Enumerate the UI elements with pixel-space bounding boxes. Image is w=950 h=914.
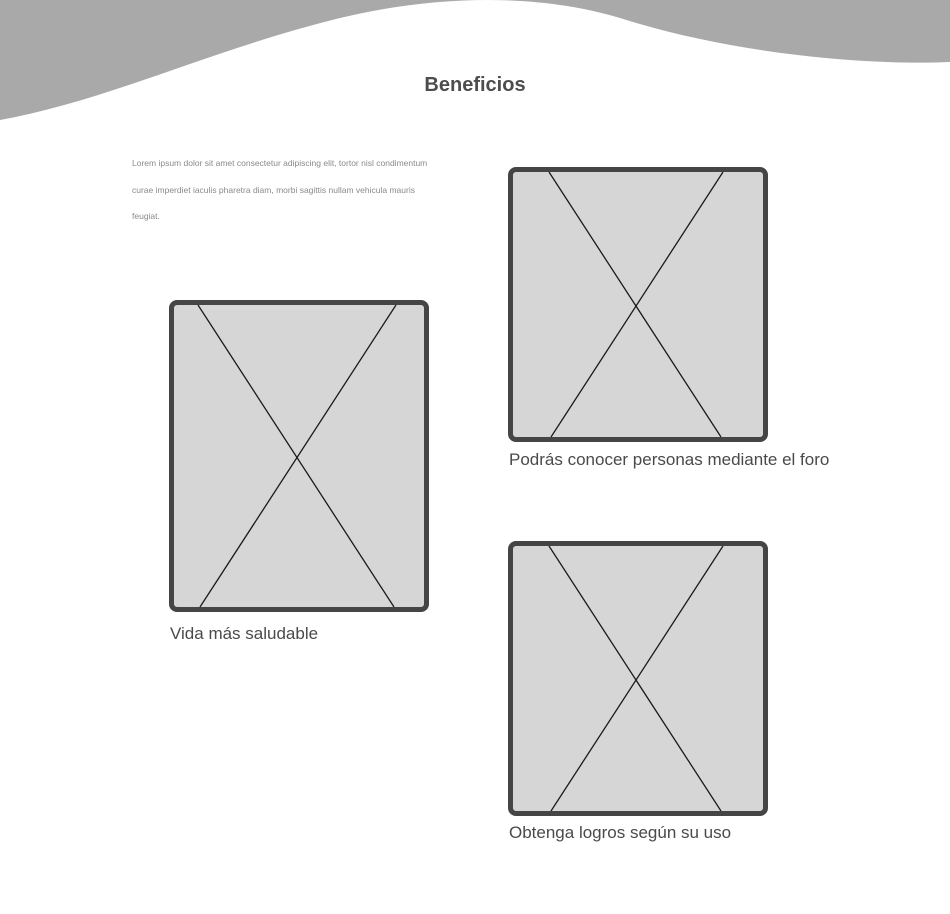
header-wave-decoration: [0, 0, 950, 120]
benefit-caption: Obtenga logros según su uso: [509, 823, 732, 842]
intro-paragraph: Lorem ipsum dolor sit amet consectetur a…: [132, 158, 428, 221]
benefit-image-placeholder-icon: [169, 300, 429, 612]
benefit-image-placeholder-icon: [508, 541, 768, 816]
benefit-caption: Podrás conocer personas mediante el foro: [509, 450, 830, 469]
section-title: Beneficios: [424, 74, 526, 96]
benefit-image-placeholder-icon: [508, 167, 768, 442]
benefit-caption: Vida más saludable: [170, 624, 319, 643]
